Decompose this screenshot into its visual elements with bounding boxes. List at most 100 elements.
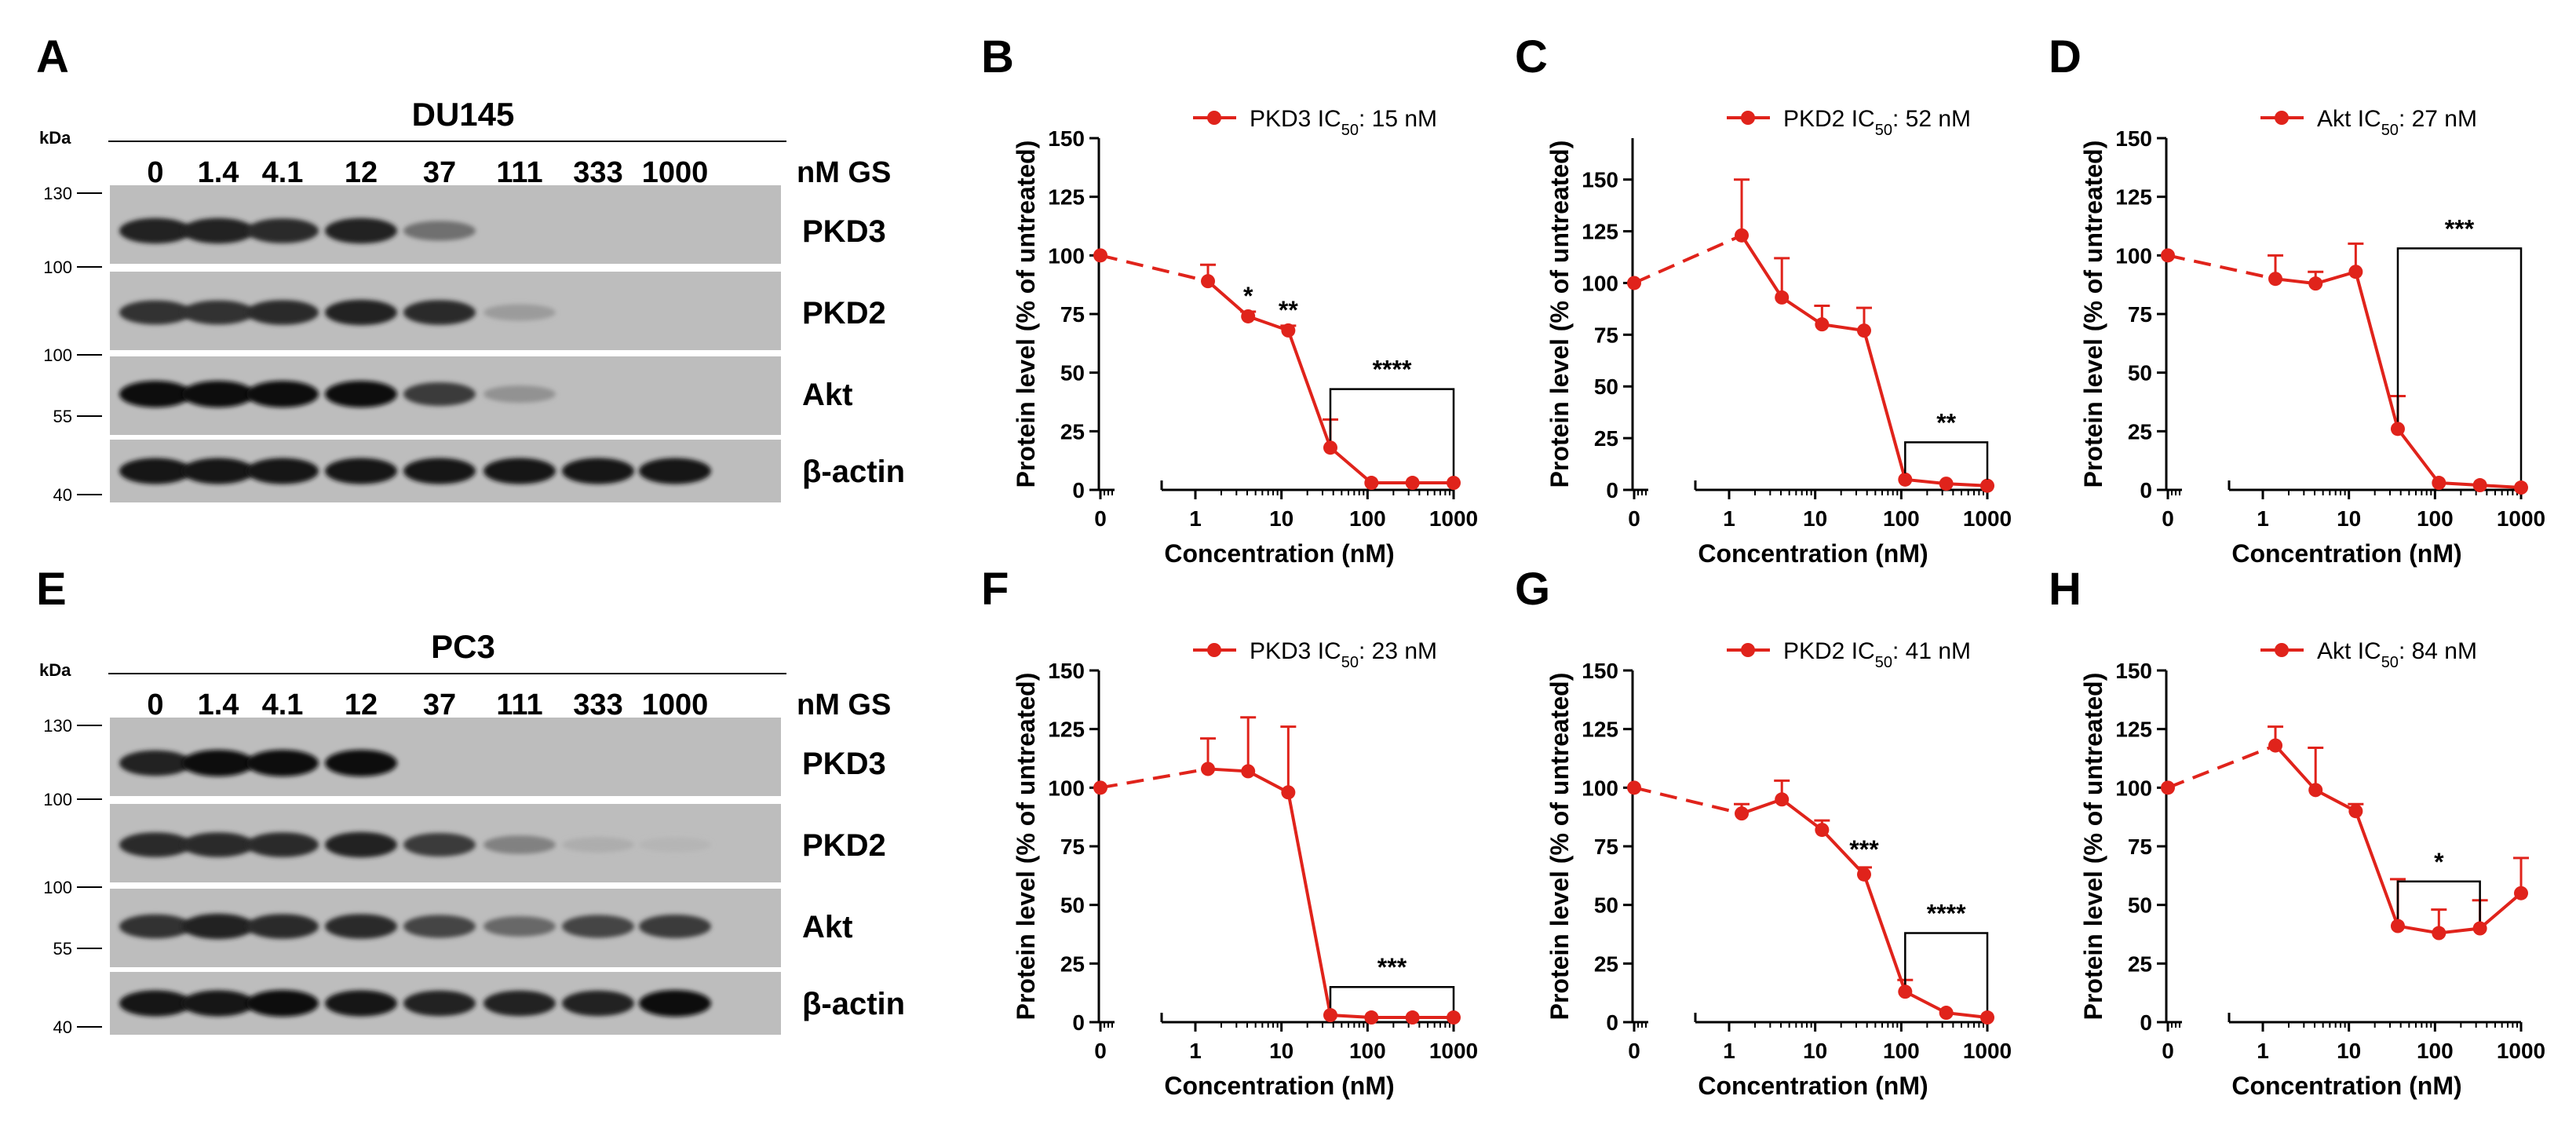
y-tick-label: 0 bbox=[1606, 1010, 1618, 1035]
chart-legend: PKD3 IC50: 23 nM bbox=[1193, 638, 1437, 671]
y-tick-label: 50 bbox=[1594, 374, 1618, 399]
mw-marker: 100 bbox=[43, 258, 72, 277]
protein-band bbox=[246, 300, 319, 325]
blot-strip-pkd3: PKD3 bbox=[110, 718, 886, 796]
x-tick-label: 1000 bbox=[2497, 1039, 2545, 1063]
lane-label: 333 bbox=[573, 156, 622, 189]
y-tick-label: 75 bbox=[1594, 323, 1618, 347]
y-tick-label: 150 bbox=[1582, 168, 1618, 192]
y-tick-label: 150 bbox=[1048, 659, 1085, 683]
bracket-stars: *** bbox=[2445, 214, 2475, 243]
y-axis-title: Protein level (% of untreated) bbox=[1012, 673, 1040, 1021]
bracket-stars: *** bbox=[1377, 953, 1407, 981]
significance-bracket bbox=[2396, 247, 2523, 481]
series-line-dashed bbox=[1100, 254, 1209, 283]
y-tick-label: 125 bbox=[1582, 718, 1618, 742]
data-point bbox=[1405, 1010, 1420, 1025]
y-tick-label: 0 bbox=[1606, 478, 1618, 502]
concentration-unit: nM GS bbox=[797, 689, 891, 721]
x-tick-label: 1 bbox=[1189, 1039, 1202, 1063]
western-blot-du145: A DU145 kDa 0 1.4 4.1 12 37 111 333 1000 nM GS 130 10… bbox=[36, 31, 905, 505]
legend-ic: IC bbox=[1852, 638, 1875, 664]
protein-band bbox=[119, 458, 192, 484]
mw-marker: 100 bbox=[43, 790, 72, 809]
x-tick-label: 1000 bbox=[1429, 1039, 1478, 1063]
legend-series: PKD2 bbox=[1783, 638, 1852, 664]
band-label: β-actin bbox=[802, 455, 905, 489]
y-tick-label: 50 bbox=[2128, 893, 2152, 918]
legend-ic-value: : 15 nM bbox=[1359, 106, 1437, 132]
x-tick-label: 100 bbox=[2417, 506, 2454, 531]
protein-band bbox=[562, 915, 634, 938]
data-point bbox=[2472, 478, 2487, 493]
chart-panel-d: D 0 25 50 75 100 125 150 0 1 10 100 1000 Concentratio… bbox=[2049, 31, 2545, 568]
band-label: PKD3 bbox=[802, 747, 886, 781]
chart-panel-b: B 0 25 50 75 100 125 150 0 1 10 100 1000 Concentratio… bbox=[981, 31, 1478, 568]
legend-ic: IC bbox=[1852, 106, 1875, 132]
series-line bbox=[1740, 234, 1988, 488]
x-tick-label: 10 bbox=[2337, 506, 2361, 531]
data-point bbox=[1241, 309, 1256, 323]
panel-letter: E bbox=[36, 564, 67, 615]
series-line-dashed bbox=[2167, 743, 2276, 790]
y-tick-label: 50 bbox=[1594, 893, 1618, 918]
x-tick-label: 10 bbox=[1803, 1039, 1827, 1063]
panel-letter: G bbox=[1515, 564, 1550, 615]
data-point bbox=[2268, 738, 2283, 753]
data-point bbox=[1856, 323, 1871, 338]
y-tick-label: 125 bbox=[1048, 185, 1085, 210]
data-point bbox=[1775, 792, 1790, 807]
x-tick-label: 10 bbox=[2337, 1039, 2361, 1063]
mw-marker: 130 bbox=[43, 184, 72, 203]
data-point bbox=[1627, 276, 1641, 290]
significance-bracket bbox=[2396, 880, 2481, 922]
data-point bbox=[1281, 785, 1296, 800]
legend-ic-subscript: 50 bbox=[1341, 654, 1359, 671]
y-tick-label: 100 bbox=[2115, 776, 2152, 800]
protein-band bbox=[325, 914, 397, 939]
series-line-dashed bbox=[2167, 254, 2276, 281]
significance-bracket bbox=[1329, 985, 1455, 1011]
legend-label: Akt IC50: 27 nM bbox=[2317, 106, 2477, 139]
protein-band bbox=[119, 914, 192, 939]
blot-strip-akt: Akt bbox=[110, 889, 852, 967]
x-tick-label: 1000 bbox=[1963, 1039, 2012, 1063]
protein-band bbox=[403, 915, 476, 938]
x-axis-title: Concentration (nM) bbox=[2231, 539, 2461, 568]
lane-label: 111 bbox=[496, 689, 542, 721]
lane-label: 4.1 bbox=[262, 689, 304, 721]
bracket-stars: ** bbox=[1936, 408, 1956, 437]
protein-band bbox=[246, 990, 319, 1017]
data-point bbox=[1364, 476, 1379, 491]
protein-band bbox=[325, 831, 397, 858]
protein-band bbox=[483, 916, 556, 937]
protein-band bbox=[182, 381, 254, 407]
significance-star: *** bbox=[1849, 835, 1879, 864]
x-axis-title: Concentration (nM) bbox=[1164, 1072, 1394, 1100]
lane-label: 0 bbox=[147, 689, 163, 721]
legend-label: PKD2 IC50: 41 nM bbox=[1783, 638, 1971, 671]
x-tick-label: 100 bbox=[1883, 506, 1920, 531]
blot-strip-pkd2: PKD2 bbox=[110, 272, 886, 350]
data-point bbox=[2390, 919, 2405, 933]
lane-label: 12 bbox=[345, 156, 378, 189]
data-point bbox=[2161, 780, 2175, 795]
protein-band bbox=[119, 750, 192, 776]
data-point bbox=[1364, 1010, 1379, 1025]
kda-label: kDa bbox=[39, 660, 71, 680]
y-tick-label: 100 bbox=[1048, 776, 1085, 800]
protein-band bbox=[119, 832, 192, 857]
protein-band bbox=[403, 833, 476, 857]
data-point bbox=[1405, 476, 1420, 491]
protein-band bbox=[483, 835, 556, 854]
protein-band bbox=[325, 458, 397, 484]
protein-band bbox=[119, 990, 192, 1017]
data-point bbox=[1856, 867, 1871, 882]
protein-band bbox=[325, 750, 397, 776]
data-point bbox=[2348, 265, 2363, 279]
protein-band bbox=[403, 300, 476, 325]
data-point bbox=[2514, 886, 2528, 900]
blot-title: PC3 bbox=[431, 628, 495, 665]
protein-band bbox=[483, 304, 556, 321]
